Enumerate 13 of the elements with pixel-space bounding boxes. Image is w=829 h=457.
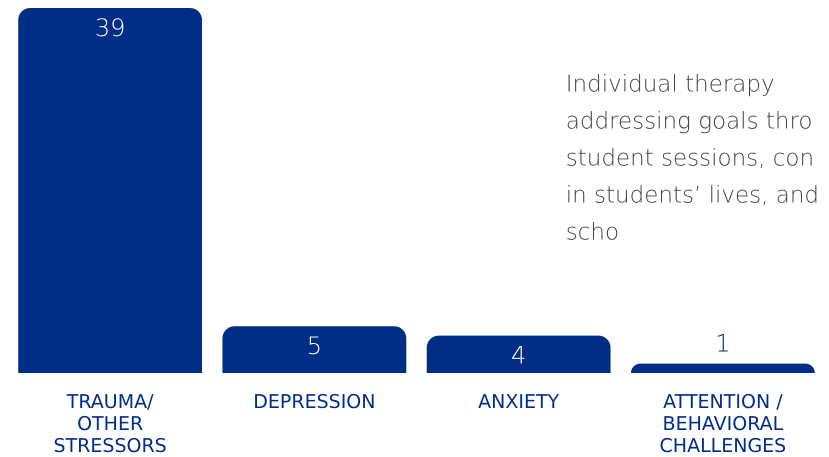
data-label: 4 [510,342,526,370]
x-tick-label: DEPRESSION [253,391,376,413]
bar [222,326,406,373]
bar [630,364,815,373]
data-label: 1 [715,330,731,358]
bar [426,336,611,373]
x-tick-label: TRAUMA/ OTHER STRESSORS [54,391,167,457]
bar [18,8,202,373]
data-label: 39 [94,14,126,42]
data-label: 5 [306,332,322,360]
x-tick-label: ATTENTION / BEHAVIORAL CHALLENGES [660,391,786,457]
x-tick-label: ANXIETY [478,391,560,413]
annotation: Individual therapy addressing goals thro student sessions, con in students’ lives, and scho [566,72,820,246]
